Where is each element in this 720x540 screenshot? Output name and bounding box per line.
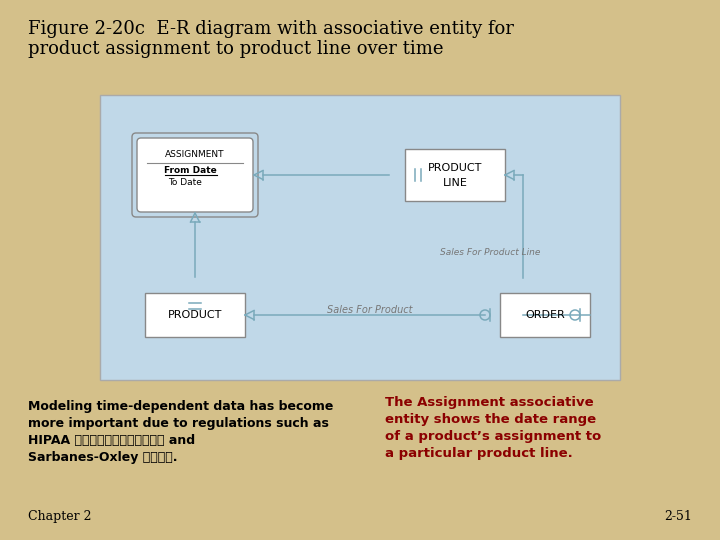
Text: To Date: To Date <box>168 178 202 187</box>
Text: of a product’s assignment to: of a product’s assignment to <box>385 430 601 443</box>
Text: Sales For Product: Sales For Product <box>328 305 413 315</box>
FancyBboxPatch shape <box>405 149 505 201</box>
Text: ORDER: ORDER <box>525 310 565 320</box>
Text: Sales For Product Line: Sales For Product Line <box>440 248 540 257</box>
Text: HIPAA 健康保險可攜性及責任法案 and: HIPAA 健康保險可攜性及責任法案 and <box>28 434 195 447</box>
Text: product assignment to product line over time: product assignment to product line over … <box>28 40 444 58</box>
Text: a particular product line.: a particular product line. <box>385 447 572 460</box>
FancyBboxPatch shape <box>137 138 253 212</box>
Text: more important due to regulations such as: more important due to regulations such a… <box>28 417 329 430</box>
Text: The Assignment associative: The Assignment associative <box>385 396 593 409</box>
Text: Chapter 2: Chapter 2 <box>28 510 91 523</box>
FancyBboxPatch shape <box>145 293 245 337</box>
Text: entity shows the date range: entity shows the date range <box>385 413 596 426</box>
Text: Sarbanes-Oxley 沙賮法案.: Sarbanes-Oxley 沙賮法案. <box>28 451 178 464</box>
Text: PRODUCT: PRODUCT <box>428 163 482 173</box>
Text: PRODUCT: PRODUCT <box>168 310 222 320</box>
Text: From Date: From Date <box>163 166 217 175</box>
FancyBboxPatch shape <box>132 133 258 217</box>
Text: Modeling time-dependent data has become: Modeling time-dependent data has become <box>28 400 333 413</box>
FancyBboxPatch shape <box>100 95 620 380</box>
Text: ASSIGNMENT: ASSIGNMENT <box>166 150 225 159</box>
FancyBboxPatch shape <box>500 293 590 337</box>
Text: LINE: LINE <box>443 178 467 188</box>
Text: 2-51: 2-51 <box>664 510 692 523</box>
Text: Figure 2-20c  E-R diagram with associative entity for: Figure 2-20c E-R diagram with associativ… <box>28 20 514 38</box>
